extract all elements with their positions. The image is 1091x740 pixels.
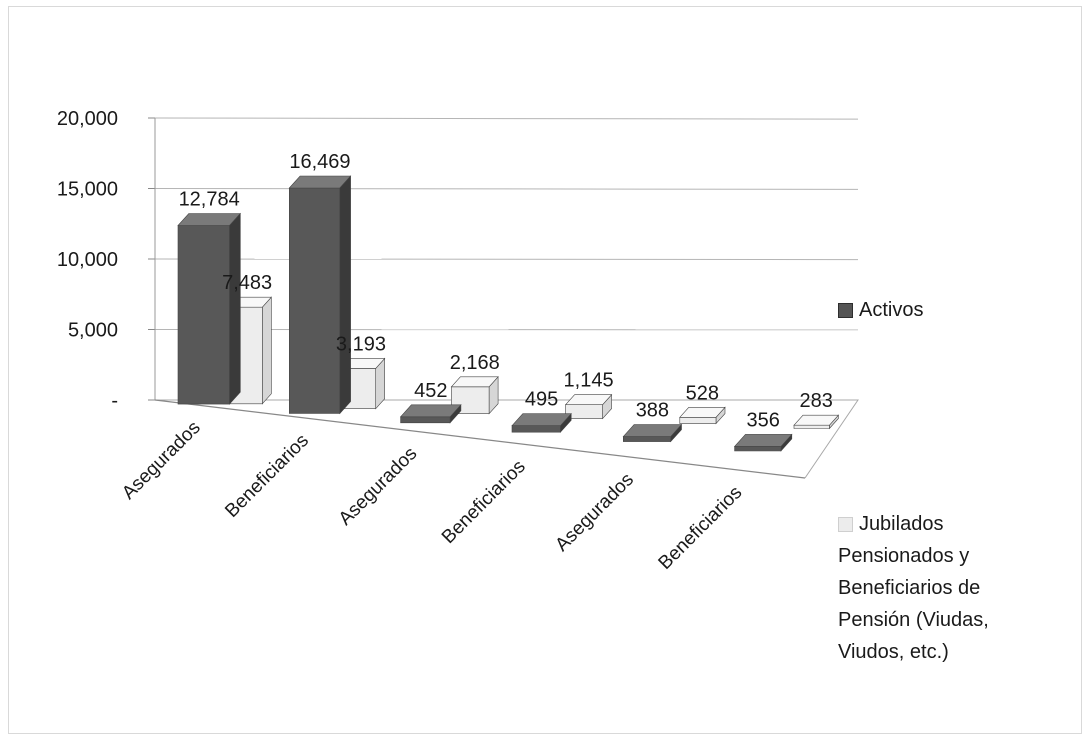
y-tick-label: 5,000 bbox=[68, 320, 118, 342]
legend-label-jubilados-line-4: Pensión (Viudas, bbox=[838, 609, 989, 631]
bar-activos-top bbox=[399, 404, 462, 418]
gridline bbox=[154, 188, 859, 190]
gridline bbox=[154, 117, 859, 120]
bar-activos-top bbox=[288, 175, 352, 189]
bar-jubilados-data-label: 2,168 bbox=[450, 352, 500, 374]
x-tick-label: Asegurados bbox=[335, 443, 422, 530]
bar-activos bbox=[511, 425, 561, 433]
bar-activos-top bbox=[733, 434, 793, 447]
legend-label-jubilados-line-5: Viudos, etc.) bbox=[838, 641, 949, 663]
x-tick-label: Asegurados bbox=[551, 469, 638, 556]
x-tick-label: Asegurados bbox=[118, 417, 205, 504]
legend-label-jubilados-line-3: Beneficiarios de bbox=[838, 577, 981, 599]
bar-activos-side bbox=[339, 175, 351, 415]
chart-frame bbox=[8, 6, 1082, 734]
bar-activos-side bbox=[229, 212, 241, 405]
bar-activos-top bbox=[511, 413, 572, 427]
gridline bbox=[154, 258, 859, 261]
legend-item-jubilados: Jubilados Pensionados y Beneficiarios de… bbox=[838, 508, 1038, 668]
bar-activos bbox=[400, 416, 451, 424]
x-tick-label: Beneficiarios bbox=[221, 430, 313, 522]
bar-jubilados-top bbox=[793, 414, 840, 426]
y-tick-label: 10,000 bbox=[57, 249, 118, 271]
bar-activos bbox=[734, 446, 782, 452]
bar-activos-data-label: 12,784 bbox=[179, 188, 240, 210]
x-tick-label: Beneficiarios bbox=[655, 482, 747, 574]
legend-label-jubilados-line-1: Jubilados bbox=[858, 513, 944, 535]
legend-item-activos: Activos bbox=[838, 294, 923, 326]
bar-jubilados bbox=[793, 424, 830, 429]
bar-activos-data-label: 452 bbox=[414, 380, 447, 402]
legend-label-activos: Activos bbox=[859, 299, 924, 321]
bar-activos-data-label: 495 bbox=[525, 389, 558, 411]
bar-jubilados-top bbox=[450, 376, 499, 388]
bar-jubilados-side bbox=[261, 296, 272, 405]
legend-label-jubilados-line-2: Pensionados y bbox=[838, 545, 970, 567]
y-tick-label: 20,000 bbox=[57, 108, 118, 130]
bar-jubilados-data-label: 283 bbox=[799, 390, 832, 412]
legend-swatch-activos bbox=[838, 302, 853, 318]
x-tick-label: Beneficiarios bbox=[438, 456, 530, 548]
legend-swatch-jubilados bbox=[838, 517, 853, 532]
bar-activos-data-label: 356 bbox=[747, 409, 780, 431]
bar-activos-top bbox=[177, 213, 241, 226]
bar-jubilados-data-label: 7,483 bbox=[222, 272, 272, 294]
y-tick-label: 15,000 bbox=[57, 179, 118, 201]
bar-activos-data-label: 16,469 bbox=[289, 151, 350, 173]
y-tick-label: - bbox=[111, 390, 118, 412]
bar-activos-top bbox=[622, 424, 683, 437]
bar-jubilados-top bbox=[679, 406, 726, 418]
bar-jubilados-data-label: 528 bbox=[686, 382, 719, 404]
bar-activos bbox=[288, 187, 341, 414]
bar-activos bbox=[177, 225, 230, 405]
bar-jubilados bbox=[679, 416, 717, 424]
bar-jubilados-data-label: 1,145 bbox=[564, 370, 614, 392]
floor-edge bbox=[155, 399, 859, 479]
bar-activos-data-label: 388 bbox=[636, 400, 669, 422]
bar-jubilados-top bbox=[564, 394, 613, 406]
bar-activos bbox=[622, 436, 672, 442]
x-axis-line bbox=[154, 399, 806, 479]
bar-jubilados-data-label: 3,193 bbox=[336, 333, 386, 355]
